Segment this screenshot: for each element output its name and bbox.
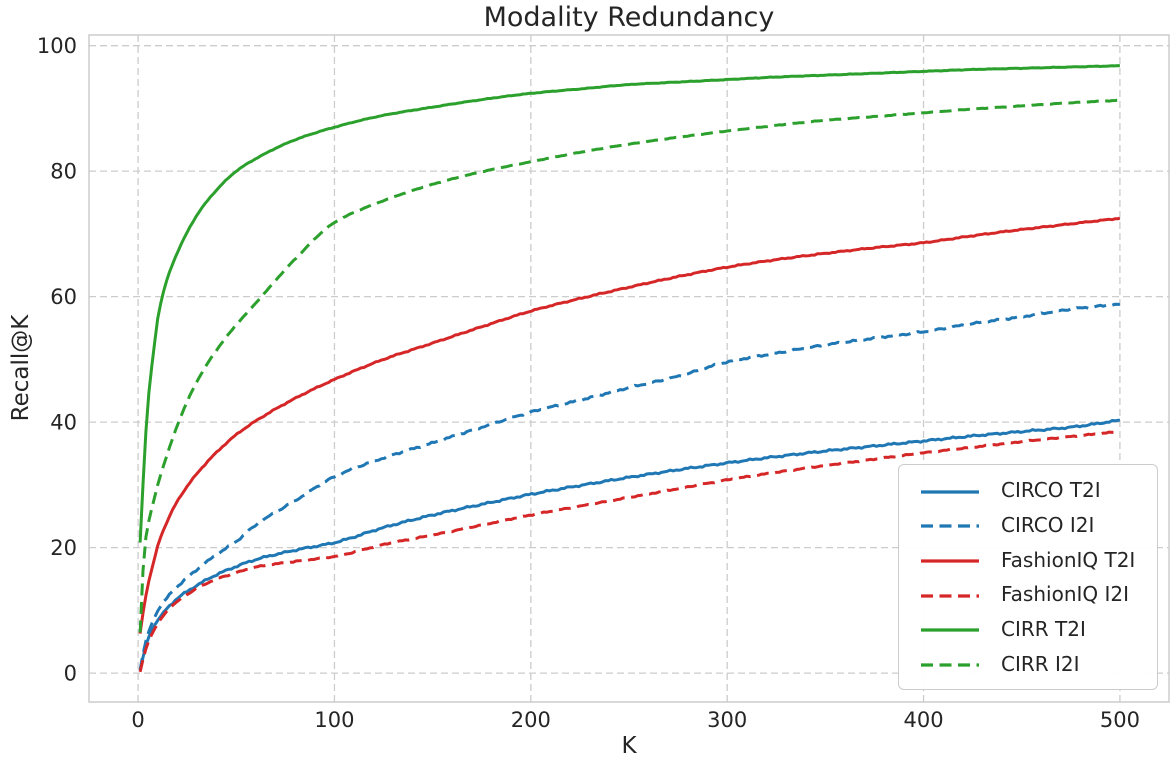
legend-line-sample (921, 481, 979, 500)
y-tick-label: 0 (64, 662, 77, 686)
legend-label: CIRCO I2I (1001, 512, 1095, 537)
series-line-circo-t2i (138, 418, 1120, 671)
series-line-fashioniq-t2i (138, 216, 1121, 634)
legend-item-circo-i2i: CIRCO I2I (899, 513, 1157, 537)
x-tick-label: 300 (707, 708, 747, 732)
legend-label: CIRR T2I (1001, 616, 1086, 641)
legend-label: CIRCO T2I (1001, 478, 1101, 503)
y-tick-label: 100 (37, 34, 77, 58)
legend-item-cirr-i2i: CIRR I2I (899, 652, 1157, 676)
legend-item-fashioniq-i2i: FashionIQ I2I (899, 582, 1157, 606)
series-line-cirr-t2i (138, 64, 1120, 543)
legend-line-sample (921, 585, 979, 604)
legend-label: CIRR I2I (1001, 651, 1080, 676)
x-tick-label: 200 (511, 708, 551, 732)
series-line-circo-i2i (138, 302, 1121, 671)
y-tick-label: 60 (50, 285, 77, 309)
chart-title: Modality Redundancy (483, 2, 775, 33)
legend-item-fashioniq-t2i: FashionIQ T2I (899, 548, 1157, 572)
legend: CIRCO T2I CIRCO I2I FashionIQ T2I FashionIQ… (898, 464, 1158, 690)
x-tick-label: 100 (314, 708, 354, 732)
series-line-fashioniq-i2i (138, 430, 1121, 673)
series-line-cirr-i2i (138, 98, 1120, 633)
legend-label: FashionIQ T2I (1001, 547, 1136, 572)
legend-item-cirr-t2i: CIRR T2I (899, 617, 1157, 641)
legend-label: FashionIQ I2I (1001, 582, 1130, 607)
legend-line-sample (921, 515, 979, 534)
legend-line-sample (921, 619, 979, 638)
y-tick-label: 40 (50, 411, 77, 435)
legend-line-sample (921, 654, 979, 673)
x-axis-label: K (621, 733, 637, 759)
y-tick-label: 80 (50, 160, 77, 184)
legend-line-sample (921, 550, 979, 569)
x-tick-label: 400 (903, 708, 943, 732)
legend-item-circo-t2i: CIRCO T2I (899, 478, 1157, 502)
x-tick-label: 500 (1100, 708, 1140, 732)
axes-spines (88, 34, 1170, 703)
y-tick-label: 20 (50, 536, 77, 560)
x-tick-label: 0 (131, 708, 144, 732)
